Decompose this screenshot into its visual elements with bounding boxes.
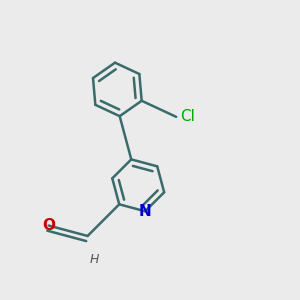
Text: Cl: Cl: [180, 109, 195, 124]
Text: H: H: [89, 253, 99, 266]
Text: N: N: [139, 204, 152, 219]
Text: O: O: [42, 218, 55, 233]
